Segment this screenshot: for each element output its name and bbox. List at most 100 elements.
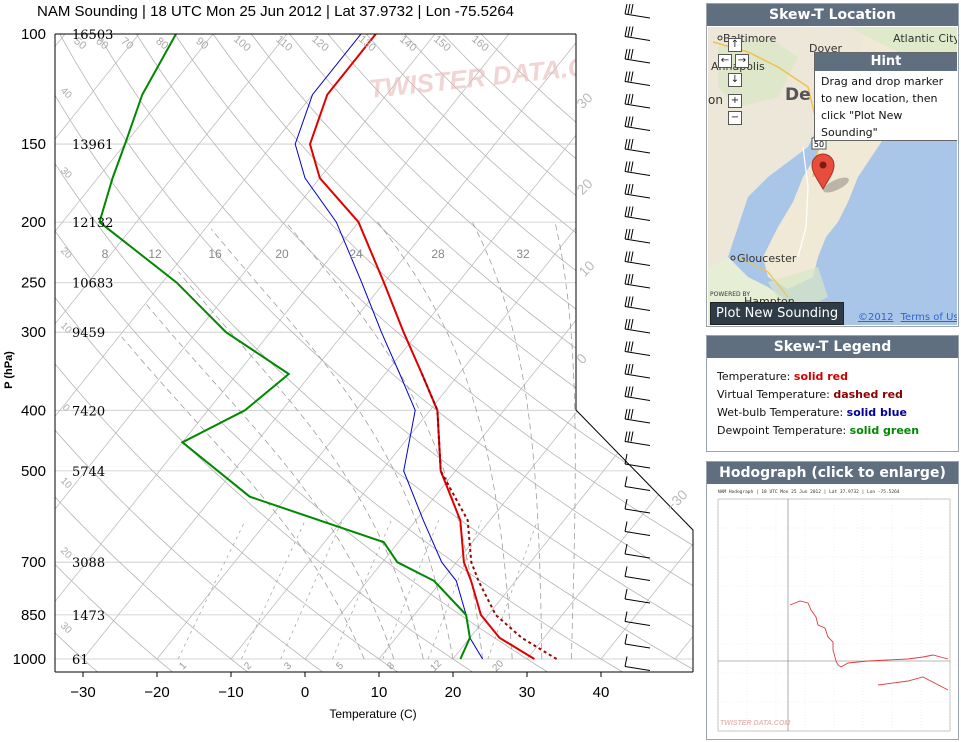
skewt-chart: NAM Sounding | 18 UTC Mon 25 Jun 2012 | … — [3, 3, 700, 721]
dry-adiabat-line — [97, 34, 693, 587]
skewt-right-cutout — [576, 34, 700, 672]
pressure-tick-label: 200 — [21, 214, 46, 231]
hodograph-panel[interactable]: Hodograph (click to enlarge) NAM Hodogra… — [706, 461, 959, 740]
pan-right-icon[interactable]: → — [735, 54, 749, 68]
wind-barb-flag — [627, 93, 631, 105]
moist-adiabat-line — [210, 228, 454, 660]
wind-barb — [624, 363, 651, 379]
wind-barb-staff — [624, 441, 651, 446]
wind-barb-flag — [624, 116, 628, 127]
wind-barb — [624, 521, 651, 536]
pressure-tick-label: 300 — [21, 324, 46, 341]
series-dewpoint-temperature — [98, 34, 471, 660]
dry-adiabat-line — [55, 496, 249, 672]
wind-barb — [624, 206, 651, 221]
wind-barb-flag — [627, 161, 631, 172]
temperature-tick-label: −20 — [144, 684, 169, 701]
mixing-ratio-line — [241, 520, 306, 660]
wind-barb-staff — [624, 576, 651, 581]
wind-barb-flag — [624, 206, 628, 217]
mixing-ratio-line — [487, 520, 538, 660]
wind-barb-flag — [630, 386, 634, 397]
hodograph-thumbnail[interactable]: NAM Hodograph | 18 UTC Mon 25 Jun 2012 |… — [708, 485, 957, 737]
dry-adiabat-line — [55, 296, 474, 672]
dry-adiabat-line — [55, 363, 399, 672]
hodograph-watermark: TWISTER DATA.COM — [720, 720, 790, 727]
isotherm-line — [156, 34, 658, 660]
map-label-de: De — [785, 85, 811, 105]
wind-barb-flag — [624, 656, 628, 667]
moist-adiabat-line — [377, 221, 513, 660]
wind-barb-flag — [630, 116, 634, 127]
wind-barb-staff — [624, 238, 651, 244]
wind-barb — [624, 633, 651, 649]
location-panel-title: Skew-T Location — [707, 4, 958, 26]
wind-barb-flag — [624, 341, 628, 352]
wind-barb-flag — [624, 476, 628, 487]
wind-barb — [624, 453, 651, 469]
wind-barb — [624, 228, 651, 244]
wind-barb-staff — [624, 666, 651, 671]
wind-barb-flag — [624, 431, 628, 442]
wind-barb — [624, 26, 651, 41]
wind-barb-flag — [627, 408, 631, 420]
wind-barb-flag — [630, 26, 634, 37]
zoom-in-icon[interactable]: + — [728, 94, 742, 108]
wind-barb-staff — [624, 193, 651, 199]
hint-title: Hint — [815, 53, 957, 71]
isotherm-line — [55, 34, 362, 418]
wind-barb — [624, 408, 651, 424]
wind-barb-staff — [624, 621, 651, 626]
map-label-powered-by: POWERED BY — [710, 291, 750, 298]
wind-barb-flag — [627, 431, 631, 442]
temperature-tick-label: 10 — [371, 684, 388, 701]
wind-barb-staff — [624, 598, 651, 604]
wind-barb-staff — [624, 531, 651, 536]
zoom-out-icon[interactable]: − — [728, 111, 742, 125]
legend-list: Temperature: solid red Virtual Temperatu… — [707, 358, 958, 450]
wind-barb-staff — [624, 283, 651, 289]
wind-barb-flag — [627, 71, 631, 82]
wind-barb-flag — [627, 273, 631, 285]
dry-adiabat-line — [55, 162, 624, 672]
wind-barb-flag — [627, 26, 631, 37]
skewt-legend-panel: Skew-T Legend Temperature: solid red Vir… — [706, 335, 959, 452]
wind-barb — [624, 318, 651, 334]
wind-barb-flag — [627, 251, 631, 262]
wind-barb-flag — [630, 3, 634, 15]
height-label: 16503 — [72, 28, 113, 43]
wind-barb-flag — [627, 48, 631, 60]
height-label: 13961 — [72, 138, 113, 153]
hodograph-panel-title[interactable]: Hodograph (click to enlarge) — [707, 462, 958, 484]
wind-barb — [624, 48, 651, 64]
wind-barb-flag — [624, 386, 628, 397]
wind-barb — [624, 116, 651, 131]
wind-barb-staff — [624, 463, 651, 469]
wind-barb-flag — [624, 183, 628, 195]
plot-new-sounding-button[interactable]: Plot New Sounding — [710, 302, 845, 325]
pan-left-icon[interactable]: ← — [718, 54, 732, 68]
wind-barb-flag — [630, 251, 634, 262]
map-label-on: on — [708, 93, 723, 107]
wind-barb-flag — [630, 48, 634, 60]
pressure-tick-label: 850 — [21, 607, 46, 624]
wind-barb-staff — [624, 81, 651, 86]
isotherm-line — [55, 34, 140, 140]
hint-popup: Hint Drag and drop marker to new locatio… — [814, 52, 957, 141]
wind-barb-flag — [630, 228, 634, 240]
map-marker-icon[interactable] — [811, 153, 835, 190]
wind-barb-flag — [624, 318, 628, 330]
height-label: 1473 — [72, 609, 105, 624]
legend-item-style: solid blue — [846, 406, 907, 419]
wind-barb-flag — [630, 431, 634, 442]
mixing-ratio-label: 24 — [349, 247, 363, 261]
mixing-ratio-label: 28 — [431, 247, 445, 261]
wind-barb-staff — [624, 373, 651, 379]
pan-down-icon[interactable]: ↓ — [728, 73, 742, 87]
location-map[interactable]: 50 Baltimore Atlantic City Dover Annapol… — [708, 27, 957, 325]
isotherm-line — [452, 358, 693, 660]
pan-up-icon[interactable]: ↑ — [728, 38, 742, 52]
dry-adiabat-line — [289, 34, 693, 393]
wind-barb — [624, 588, 651, 604]
map-terms-link[interactable]: Terms of Use — [900, 312, 957, 323]
